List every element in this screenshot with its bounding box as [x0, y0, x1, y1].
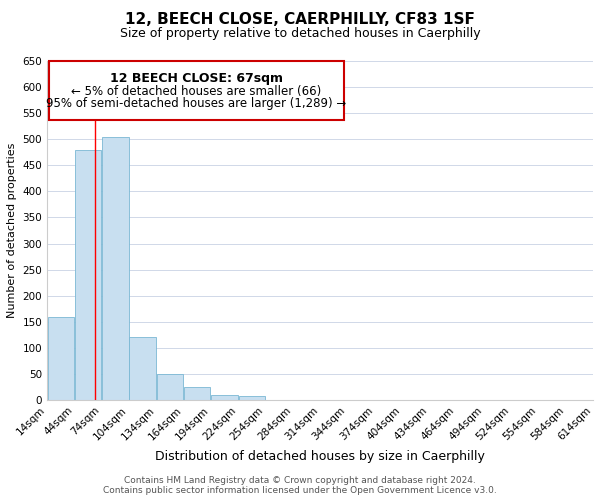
Bar	[130, 338, 156, 400]
Text: Size of property relative to detached houses in Caerphilly: Size of property relative to detached ho…	[119, 28, 481, 40]
Bar	[157, 374, 183, 400]
Bar	[184, 387, 211, 400]
Bar	[75, 150, 101, 400]
Text: Contains public sector information licensed under the Open Government Licence v3: Contains public sector information licen…	[103, 486, 497, 495]
Text: 12 BEECH CLOSE: 67sqm: 12 BEECH CLOSE: 67sqm	[110, 72, 283, 85]
Text: ← 5% of detached houses are smaller (66): ← 5% of detached houses are smaller (66)	[71, 85, 322, 98]
Bar	[102, 136, 128, 400]
X-axis label: Distribution of detached houses by size in Caerphilly: Distribution of detached houses by size …	[155, 450, 485, 463]
Bar	[47, 316, 74, 400]
Y-axis label: Number of detached properties: Number of detached properties	[7, 143, 17, 318]
Bar	[211, 395, 238, 400]
Text: Contains HM Land Registry data © Crown copyright and database right 2024.: Contains HM Land Registry data © Crown c…	[124, 476, 476, 485]
Text: 95% of semi-detached houses are larger (1,289) →: 95% of semi-detached houses are larger (…	[46, 98, 346, 110]
Text: 12, BEECH CLOSE, CAERPHILLY, CF83 1SF: 12, BEECH CLOSE, CAERPHILLY, CF83 1SF	[125, 12, 475, 28]
Bar	[239, 396, 265, 400]
FancyBboxPatch shape	[49, 61, 344, 120]
